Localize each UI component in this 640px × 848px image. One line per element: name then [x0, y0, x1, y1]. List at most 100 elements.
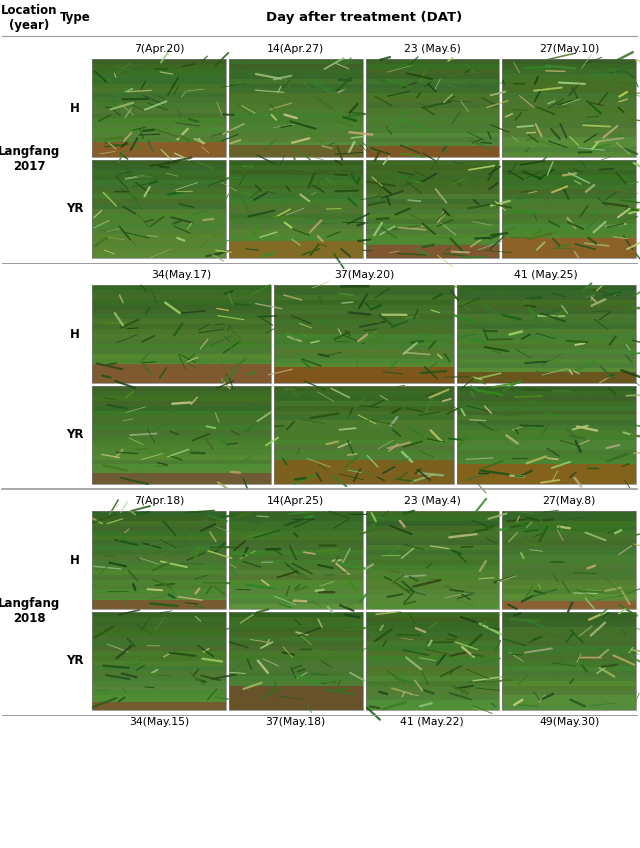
Bar	[228, 589, 362, 594]
Bar	[275, 310, 454, 315]
Bar	[365, 165, 499, 170]
Text: Langfang
2018: Langfang 2018	[0, 596, 60, 624]
Bar	[365, 113, 499, 118]
Bar	[365, 695, 499, 700]
Bar	[275, 460, 454, 465]
Bar	[365, 199, 499, 204]
Bar	[228, 570, 362, 575]
Bar	[228, 612, 362, 616]
Bar	[92, 540, 226, 545]
Bar	[92, 671, 226, 676]
Bar	[228, 661, 362, 666]
Bar	[228, 59, 362, 64]
Bar	[92, 160, 226, 258]
Bar	[502, 224, 636, 229]
Bar	[365, 189, 499, 194]
Bar	[275, 368, 454, 373]
Bar	[228, 204, 362, 209]
Bar	[92, 589, 226, 594]
Bar	[502, 570, 636, 575]
Text: H: H	[70, 554, 80, 566]
Bar	[365, 550, 499, 555]
Bar	[502, 555, 636, 560]
Bar	[275, 460, 454, 484]
Bar	[92, 425, 271, 430]
Bar	[502, 656, 636, 661]
Bar	[275, 425, 454, 430]
Bar	[92, 455, 271, 460]
Bar	[228, 194, 362, 199]
Bar	[92, 702, 226, 710]
Bar	[365, 93, 499, 98]
Bar	[92, 248, 226, 253]
Bar	[502, 661, 636, 666]
Bar	[92, 69, 226, 74]
Bar	[365, 622, 499, 627]
Bar	[275, 343, 454, 349]
Bar	[457, 339, 636, 343]
Bar	[228, 612, 362, 710]
Bar	[365, 142, 499, 148]
Bar	[275, 391, 454, 396]
Bar	[92, 656, 226, 661]
Bar	[228, 560, 362, 565]
Bar	[92, 98, 226, 103]
Bar	[502, 204, 636, 209]
Bar	[275, 373, 454, 378]
Bar	[502, 681, 636, 685]
Bar	[502, 671, 636, 676]
Bar	[365, 637, 499, 641]
Bar	[502, 521, 636, 526]
Text: 37(May.18): 37(May.18)	[266, 717, 326, 727]
Bar	[92, 364, 271, 383]
Bar	[365, 690, 499, 695]
Bar	[92, 545, 226, 550]
Bar	[365, 238, 499, 243]
Bar	[365, 160, 499, 165]
Bar	[502, 584, 636, 589]
Bar	[92, 373, 271, 378]
Bar	[365, 123, 499, 127]
Bar	[228, 148, 362, 152]
Bar	[502, 137, 636, 142]
Bar	[92, 681, 226, 685]
Bar	[502, 690, 636, 695]
Bar	[228, 214, 362, 219]
Bar	[92, 83, 226, 88]
Bar	[365, 579, 499, 584]
Bar	[457, 324, 636, 329]
Bar	[228, 137, 362, 142]
Bar	[457, 349, 636, 354]
Bar	[365, 69, 499, 74]
Bar	[92, 180, 226, 185]
Bar	[457, 329, 636, 334]
Bar	[457, 343, 636, 349]
Bar	[502, 127, 636, 132]
Bar	[365, 604, 499, 609]
Bar	[228, 516, 362, 521]
Bar	[365, 74, 499, 79]
Bar	[502, 98, 636, 103]
Bar	[92, 651, 226, 656]
Bar	[228, 632, 362, 637]
Bar	[92, 604, 226, 609]
Bar	[457, 310, 636, 315]
Bar	[365, 253, 499, 258]
Bar	[228, 69, 362, 74]
Bar	[502, 511, 636, 609]
Bar	[457, 445, 636, 449]
Bar	[228, 622, 362, 627]
Bar	[92, 511, 226, 609]
Bar	[92, 401, 271, 405]
Bar	[228, 671, 362, 676]
Bar	[92, 416, 271, 421]
Bar	[92, 695, 226, 700]
Text: 7(Apr.20): 7(Apr.20)	[134, 44, 184, 54]
Bar	[365, 575, 499, 579]
Bar	[92, 661, 226, 666]
Bar	[502, 113, 636, 118]
Bar	[502, 627, 636, 632]
Bar	[275, 295, 454, 299]
Bar	[457, 285, 636, 383]
Bar	[92, 685, 226, 690]
